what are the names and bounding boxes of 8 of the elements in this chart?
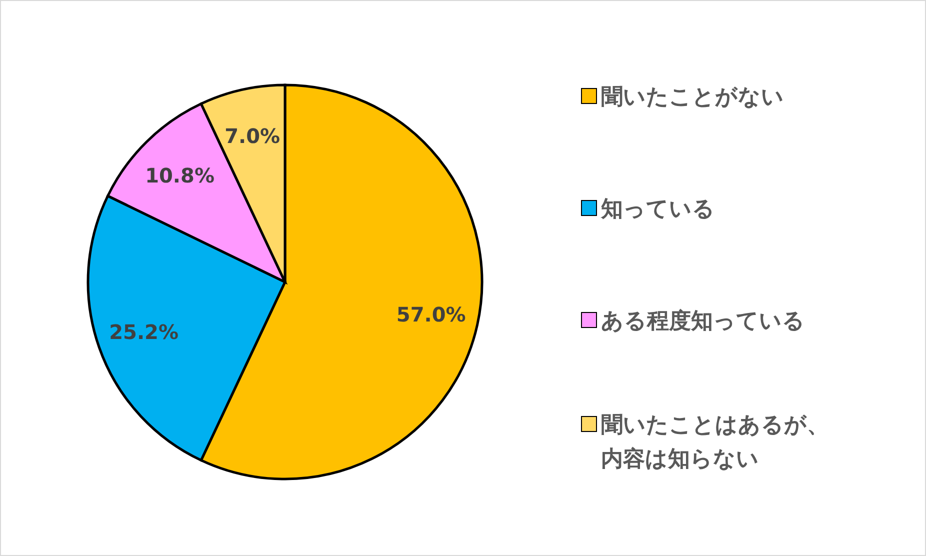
data-label: 10.8% — [145, 163, 214, 188]
legend-label: 聞いたことはあるが、内容は知らない — [601, 412, 830, 474]
data-label: 25.2% — [109, 320, 179, 344]
data-label: 7.0% — [224, 124, 280, 148]
legend-label: ある程度知っている — [601, 308, 806, 336]
legend-label: 聞いたことがない — [601, 84, 785, 112]
legend-label: 知っている — [601, 196, 716, 224]
data-label: 57.0% — [396, 302, 466, 327]
